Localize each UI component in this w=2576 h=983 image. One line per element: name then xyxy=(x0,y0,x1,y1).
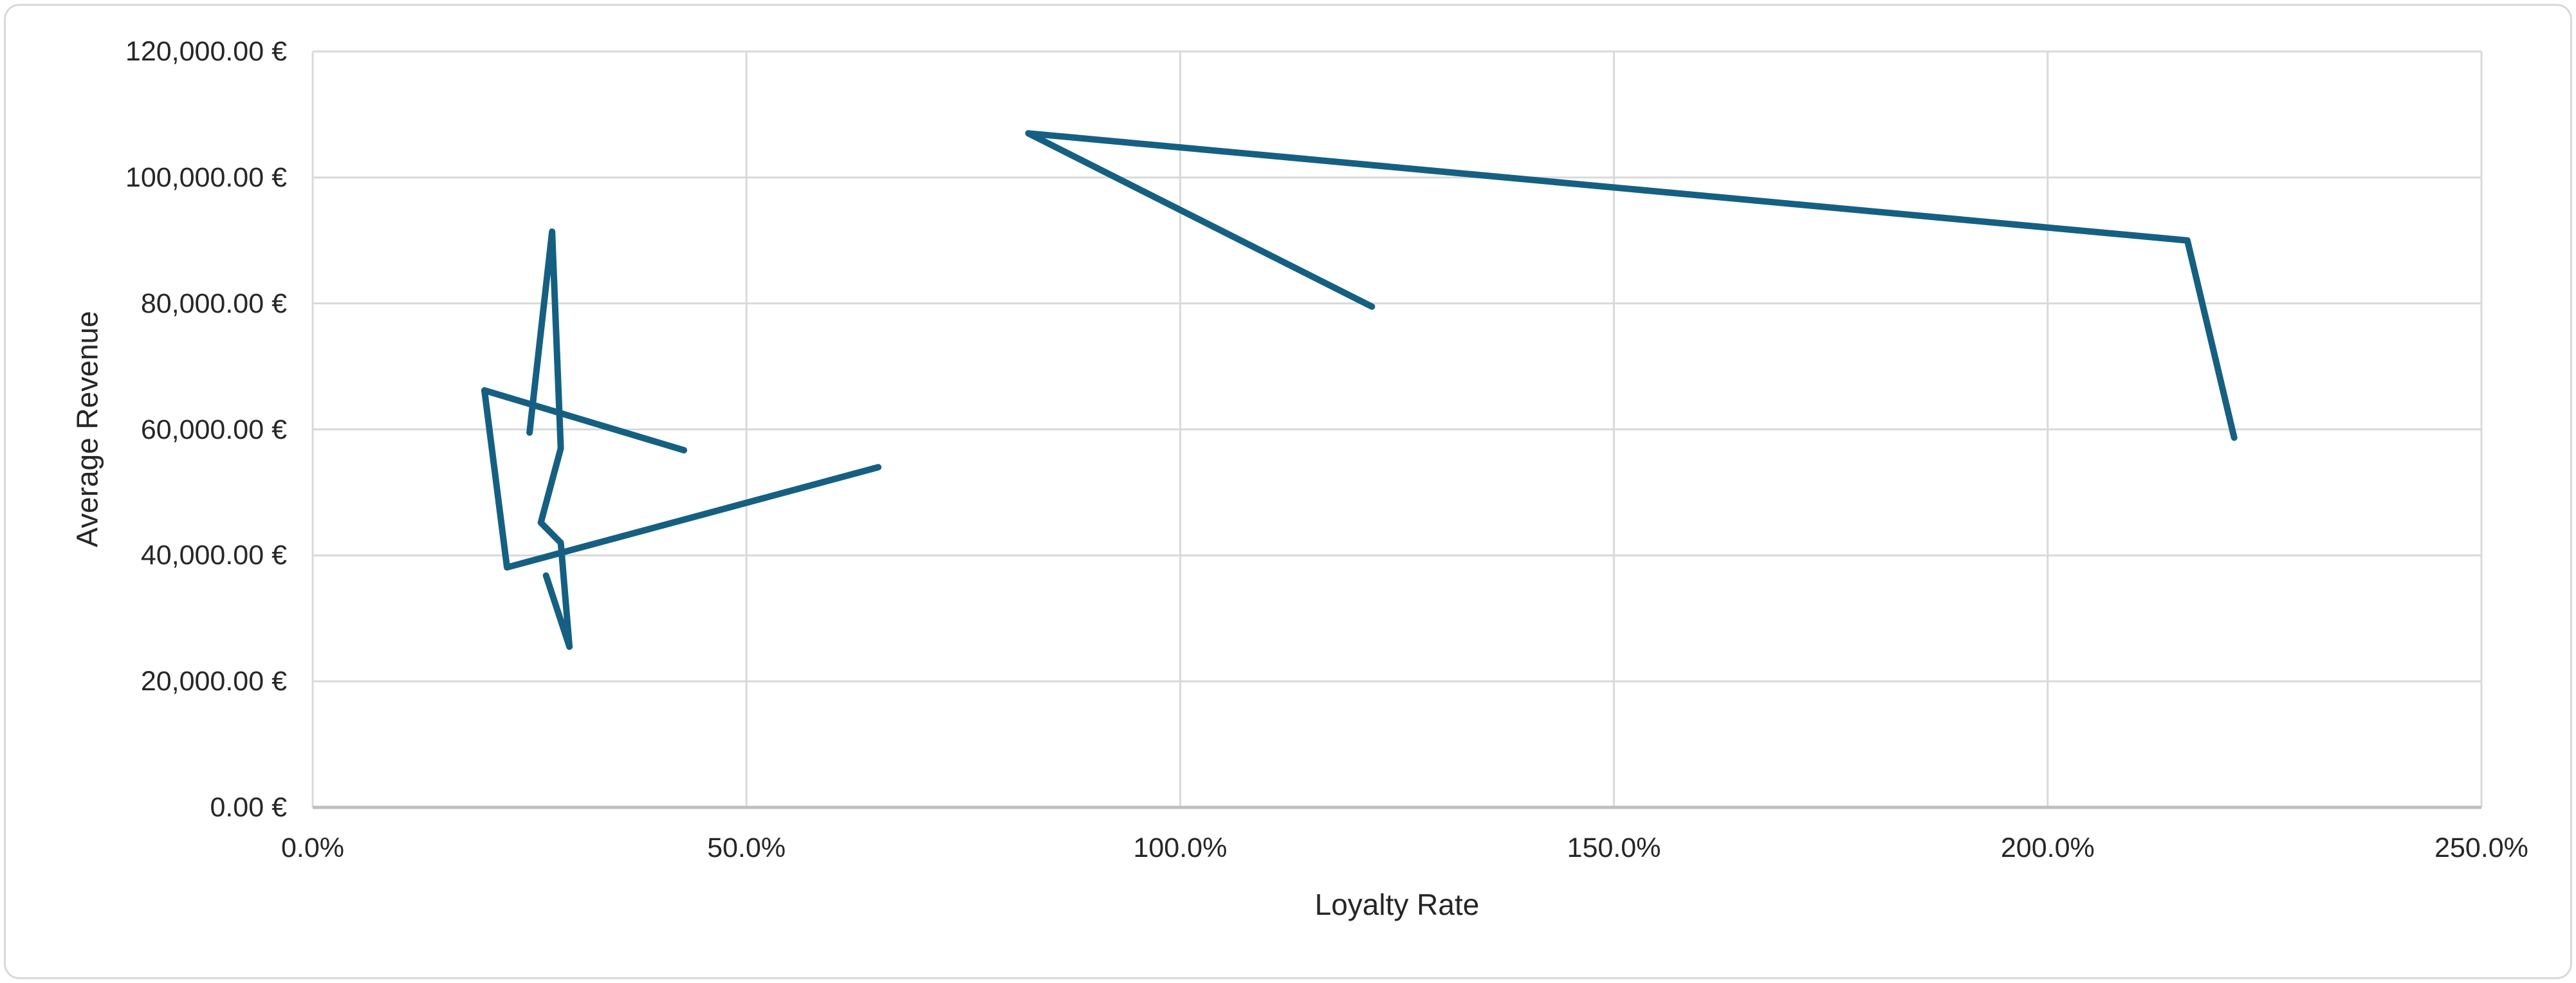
series-line-segment-3 xyxy=(1025,130,2238,441)
x-tick-label: 0.0% xyxy=(281,832,344,863)
y-tick-label: 120,000.00 € xyxy=(125,36,287,67)
y-tick-label: 0.00 € xyxy=(210,792,287,823)
y-tick-label: 100,000.00 € xyxy=(125,161,287,193)
y-tick-label: 60,000.00 € xyxy=(140,414,287,445)
x-tick-label: 100.0% xyxy=(1133,832,1228,863)
y-tick-label: 80,000.00 € xyxy=(140,288,287,319)
y-axis-title: Average Revenue xyxy=(70,311,104,547)
x-tick-label: 150.0% xyxy=(1567,832,1661,863)
chart-outer-frame xyxy=(4,4,2572,979)
x-tick-label: 250.0% xyxy=(2434,832,2528,863)
x-tick-label: 50.0% xyxy=(707,832,786,863)
x-axis-title: Loyalty Rate xyxy=(1314,888,1480,921)
series-line-segment-1 xyxy=(526,228,573,650)
y-tick-label: 20,000.00 € xyxy=(140,666,287,697)
x-tick-label: 200.0% xyxy=(2000,832,2095,863)
series-line-segment-2 xyxy=(481,387,882,571)
y-tick-label: 40,000.00 € xyxy=(140,540,287,571)
